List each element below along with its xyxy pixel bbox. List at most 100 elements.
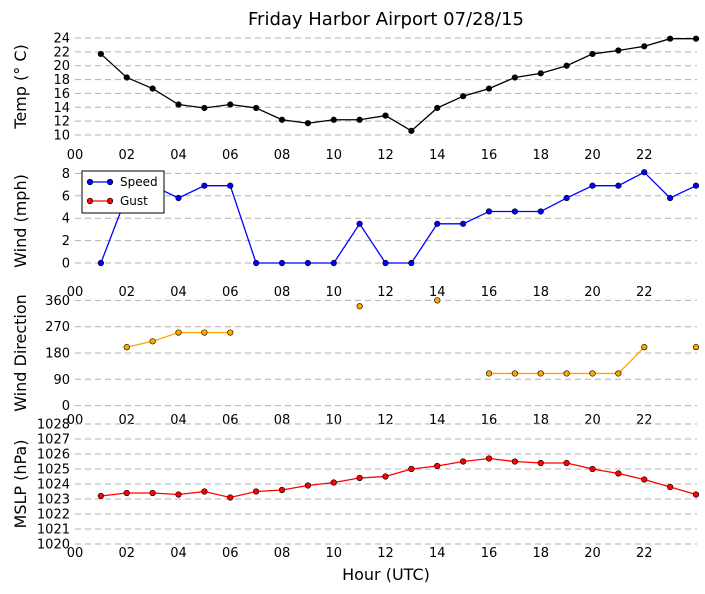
- y-tick-label: 10: [53, 129, 70, 144]
- y-tick-label: 14: [53, 101, 70, 116]
- x-tick-label: 14: [429, 546, 446, 561]
- data-point: [485, 208, 493, 215]
- x-tick-label: 08: [274, 546, 291, 561]
- x-tick-label: 18: [532, 285, 549, 300]
- legend-marker: [106, 197, 114, 205]
- data-point: [408, 259, 415, 267]
- series-line: [100, 38, 696, 132]
- data-point: [330, 259, 337, 267]
- y-tick-label: 8: [62, 167, 70, 182]
- y-axis-label: Wind (mph): [11, 174, 30, 268]
- data-point: [201, 488, 208, 495]
- x-tick-label: 18: [532, 546, 549, 561]
- y-tick-label: 12: [53, 115, 70, 130]
- y-tick-label: 1024: [37, 478, 70, 493]
- data-point: [382, 473, 389, 480]
- data-point: [615, 470, 622, 477]
- data-point: [304, 259, 311, 267]
- data-point: [227, 101, 234, 108]
- data-point: [123, 344, 130, 351]
- data-point: [356, 116, 363, 123]
- data-point: [641, 169, 648, 176]
- x-tick-label: 12: [377, 413, 394, 428]
- data-point: [253, 259, 260, 267]
- data-point: [563, 194, 570, 202]
- y-tick-label: 20: [53, 59, 70, 74]
- x-tick-label: 16: [481, 285, 498, 300]
- data-point: [330, 479, 337, 486]
- x-tick-label: 20: [584, 285, 601, 300]
- x-tick-label: 04: [170, 546, 187, 561]
- data-point: [511, 74, 518, 81]
- data-point: [149, 338, 156, 345]
- data-point: [537, 208, 544, 215]
- x-tick-label: 16: [481, 546, 498, 561]
- data-point: [589, 370, 596, 377]
- data-point: [149, 85, 156, 92]
- data-point: [97, 259, 104, 267]
- x-tick-label: 20: [584, 148, 601, 163]
- x-tick-label: 22: [636, 413, 653, 428]
- x-tick-label: 02: [118, 285, 135, 300]
- x-tick-label: 18: [532, 148, 549, 163]
- data-point: [382, 112, 389, 119]
- data-point: [434, 220, 441, 227]
- x-tick-label: 06: [222, 546, 239, 561]
- panel-4: MSLP (hPa)102010211022102310241025102610…: [11, 418, 700, 561]
- data-point: [511, 458, 518, 465]
- data-point: [641, 476, 648, 483]
- x-tick-label: 14: [429, 413, 446, 428]
- series-line: [100, 457, 697, 499]
- y-tick-label: 1020: [37, 538, 70, 553]
- data-point: [408, 127, 415, 134]
- data-point: [537, 459, 544, 467]
- data-point: [537, 70, 544, 77]
- y-tick-label: 24: [53, 32, 70, 47]
- x-tick-label: 00: [67, 546, 84, 561]
- y-axis-label: Temp (° C): [11, 44, 30, 129]
- data-point: [253, 488, 260, 495]
- data-point: [175, 101, 182, 108]
- data-point: [589, 465, 596, 473]
- chart-title: Friday Harbor Airport 07/28/15: [248, 9, 524, 30]
- x-tick-label: 04: [170, 285, 187, 300]
- y-tick-label: 2: [62, 234, 70, 249]
- data-point: [356, 220, 363, 227]
- x-tick-label: 02: [118, 413, 135, 428]
- x-tick-label: 00: [67, 148, 84, 163]
- y-tick-label: 0: [62, 257, 70, 272]
- data-point: [175, 491, 182, 498]
- legend-box: [81, 170, 165, 214]
- x-tick-label: 06: [222, 148, 239, 163]
- data-point: [641, 344, 648, 351]
- data-point: [485, 455, 493, 462]
- data-point: [615, 182, 622, 189]
- y-tick-label: 1028: [37, 418, 70, 433]
- data-point: [149, 489, 156, 497]
- y-tick-label: 180: [45, 347, 70, 362]
- series-1: [123, 297, 700, 377]
- x-tick-label: 20: [584, 546, 601, 561]
- data-point: [304, 120, 311, 127]
- data-point: [330, 116, 337, 123]
- data-point: [123, 489, 130, 497]
- x-tick-label: 10: [325, 285, 342, 300]
- x-tick-label: 12: [377, 148, 394, 163]
- data-point: [382, 259, 389, 267]
- data-point: [615, 47, 622, 54]
- data-point: [201, 329, 208, 336]
- y-tick-label: 16: [53, 87, 70, 102]
- data-point: [97, 492, 104, 500]
- x-tick-label: 18: [532, 413, 549, 428]
- x-tick-label: 02: [118, 148, 135, 163]
- x-tick-label: 08: [274, 148, 291, 163]
- legend: Speed Gust: [81, 170, 165, 214]
- x-tick-label: 14: [429, 148, 446, 163]
- y-tick-label: 90: [53, 373, 70, 388]
- data-point: [227, 494, 234, 501]
- data-point: [123, 74, 130, 81]
